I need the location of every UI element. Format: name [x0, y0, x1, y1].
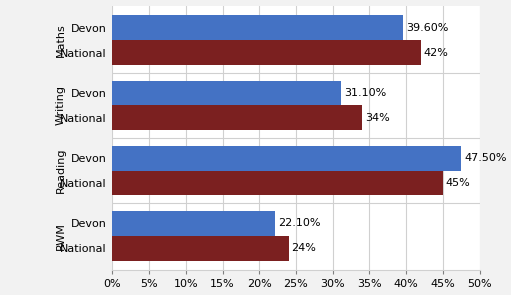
Text: 31.10%: 31.10% — [344, 88, 386, 98]
Text: 34%: 34% — [365, 113, 390, 123]
Text: 42%: 42% — [424, 47, 449, 58]
Bar — [112, 15, 403, 40]
Text: 39.60%: 39.60% — [406, 23, 449, 33]
Text: 45%: 45% — [446, 178, 471, 188]
Bar — [112, 105, 362, 130]
Bar — [112, 146, 461, 171]
Text: Writing: Writing — [56, 85, 66, 125]
Text: RWM: RWM — [56, 222, 66, 250]
Text: 24%: 24% — [292, 243, 316, 253]
Bar — [112, 171, 443, 195]
Bar — [112, 236, 289, 260]
Text: Reading: Reading — [56, 148, 66, 193]
Text: Maths: Maths — [56, 23, 66, 57]
Bar — [112, 81, 341, 105]
Bar — [112, 211, 275, 236]
Text: 47.50%: 47.50% — [464, 153, 507, 163]
Text: 22.10%: 22.10% — [277, 218, 320, 228]
Bar — [112, 40, 421, 65]
